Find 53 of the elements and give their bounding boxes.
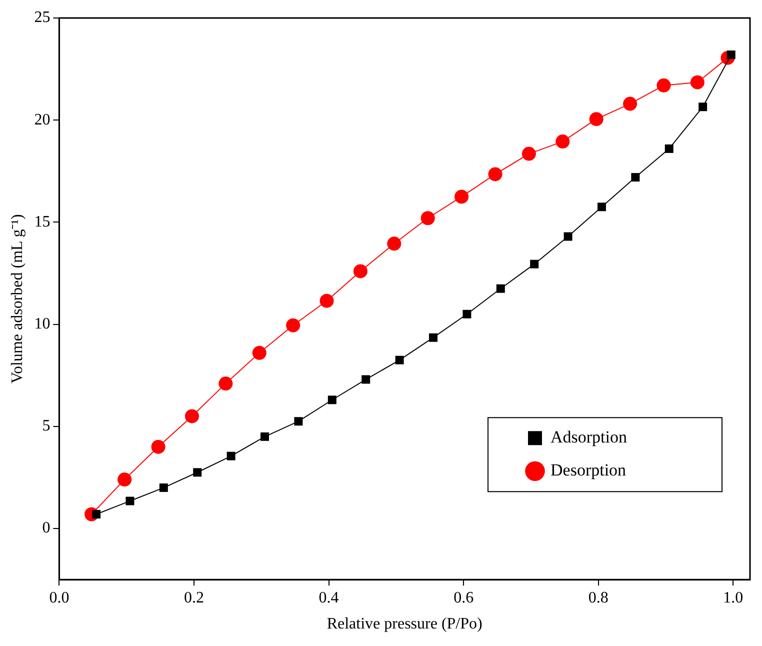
y-tick-label: 25 [34,9,50,26]
point [623,96,638,111]
point [488,167,502,182]
point [395,356,404,364]
point [218,376,233,391]
point [126,496,134,506]
x-tick-label: 0.0 [49,589,70,606]
y-tick-label: 5 [42,418,50,435]
point [184,409,199,424]
point [564,232,572,241]
legend-label: Desorption [550,460,627,480]
x-tick-label: 0.6 [454,589,474,606]
point [589,112,604,126]
point [387,236,402,251]
point [362,375,370,384]
point [226,452,236,460]
x-axis-title: Relative pressure (P/Po) [326,616,482,633]
point [118,472,132,487]
point [260,432,269,441]
point [252,346,266,360]
point [556,134,570,149]
legend-label: Adsorption [550,428,628,447]
point [92,510,101,518]
y-tick-label: 15 [34,213,50,230]
point [454,190,469,204]
point [496,284,505,293]
x-tick-label: 0.4 [318,589,339,606]
point [429,333,438,342]
point [530,260,539,268]
y-axis-title: Volume adsorbed (mL g⁻¹) [8,214,26,384]
point [597,202,606,212]
point [353,264,368,278]
point [656,78,671,92]
point [631,173,640,182]
point [151,440,166,454]
point [328,396,336,404]
point [320,294,334,308]
point [664,144,674,153]
point [193,468,202,477]
point [420,211,435,226]
x-tick-label: 0.8 [588,589,608,606]
point [286,318,300,332]
point [159,483,168,492]
x-tick-label: 1.0 [723,589,744,606]
y-tick-label: 20 [34,111,50,128]
point [294,417,303,426]
y-tick-label: 0 [42,520,50,537]
point [690,75,704,90]
point [698,102,708,112]
x-tick-label: 0.2 [184,589,204,606]
point [462,310,472,318]
point [522,146,536,161]
y-tick-label: 10 [34,316,50,333]
